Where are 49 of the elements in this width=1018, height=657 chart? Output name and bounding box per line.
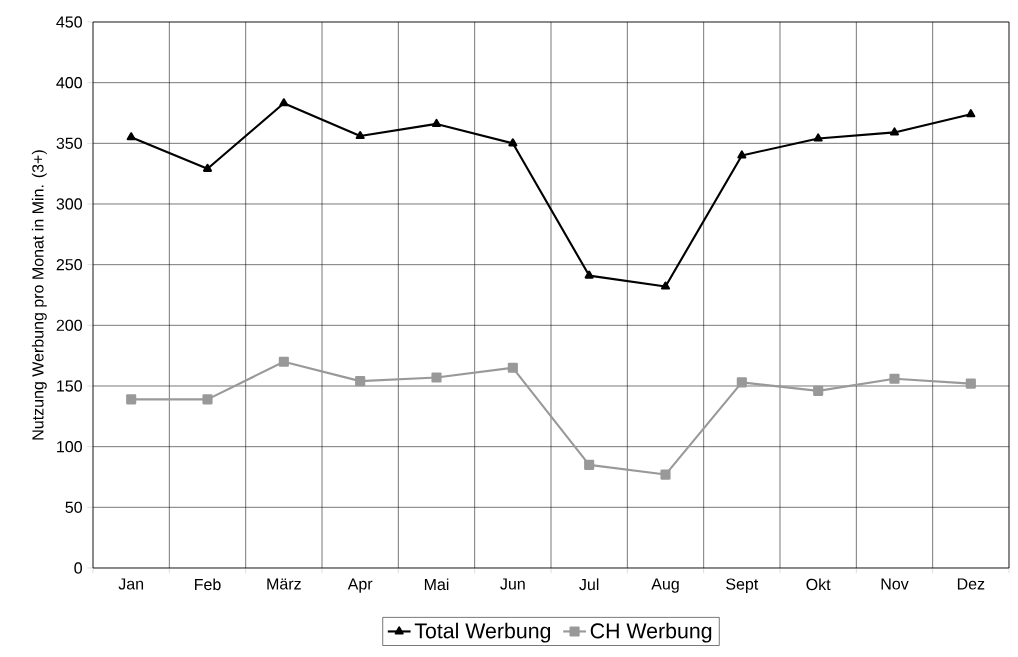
y-tick-label: 200	[56, 319, 82, 331]
point	[584, 459, 595, 470]
legend-label: Total Werbung	[414, 622, 551, 643]
point	[965, 378, 976, 389]
point	[889, 127, 900, 136]
point	[889, 373, 900, 384]
point	[737, 150, 747, 159]
y-tick-label: 50	[65, 501, 82, 513]
point	[431, 372, 442, 383]
x-tick-label: Jul	[579, 578, 599, 591]
y-axis-title: Nutzung Werbung pro Monat in Min. (3+)	[31, 150, 47, 440]
point	[355, 130, 365, 140]
x-tick-label: Sept	[726, 578, 759, 593]
y-tick-label: 300	[56, 198, 82, 210]
y-tick-label: 150	[57, 380, 82, 392]
point	[355, 376, 366, 387]
y-tick-label: 350	[56, 137, 82, 149]
x-tick-label: März	[267, 578, 301, 590]
y-tick-label: 450	[56, 16, 82, 28]
x-tick-label: Mai	[424, 578, 449, 591]
x-tick-label: Nov	[881, 578, 909, 590]
x-tick-label: Apr	[347, 578, 373, 593]
point	[278, 356, 289, 367]
point	[736, 377, 747, 388]
x-tick-label: Okt	[806, 578, 831, 591]
x-tick-label: Jan	[118, 578, 144, 590]
y-tick-label: 400	[56, 77, 82, 89]
legend-label: CH Werbung	[590, 622, 712, 643]
point	[202, 394, 213, 405]
point	[279, 98, 289, 107]
point	[126, 132, 136, 141]
point	[966, 109, 976, 118]
point	[507, 362, 518, 373]
point	[202, 163, 213, 172]
point	[660, 281, 671, 290]
x-tick-label: Dez	[957, 578, 985, 590]
y-tick-label: 100	[57, 441, 82, 453]
point	[508, 138, 518, 147]
point	[813, 133, 823, 142]
point	[431, 118, 442, 127]
point	[584, 270, 594, 279]
point	[660, 469, 671, 480]
x-tick-label: Aug	[651, 578, 679, 593]
y-tick-label: 250	[56, 259, 82, 271]
point	[126, 394, 137, 405]
point	[813, 385, 824, 396]
x-tick-label: Jun	[500, 578, 525, 590]
x-tick-label: Feb	[195, 578, 221, 591]
y-tick-label: 0	[74, 562, 82, 574]
